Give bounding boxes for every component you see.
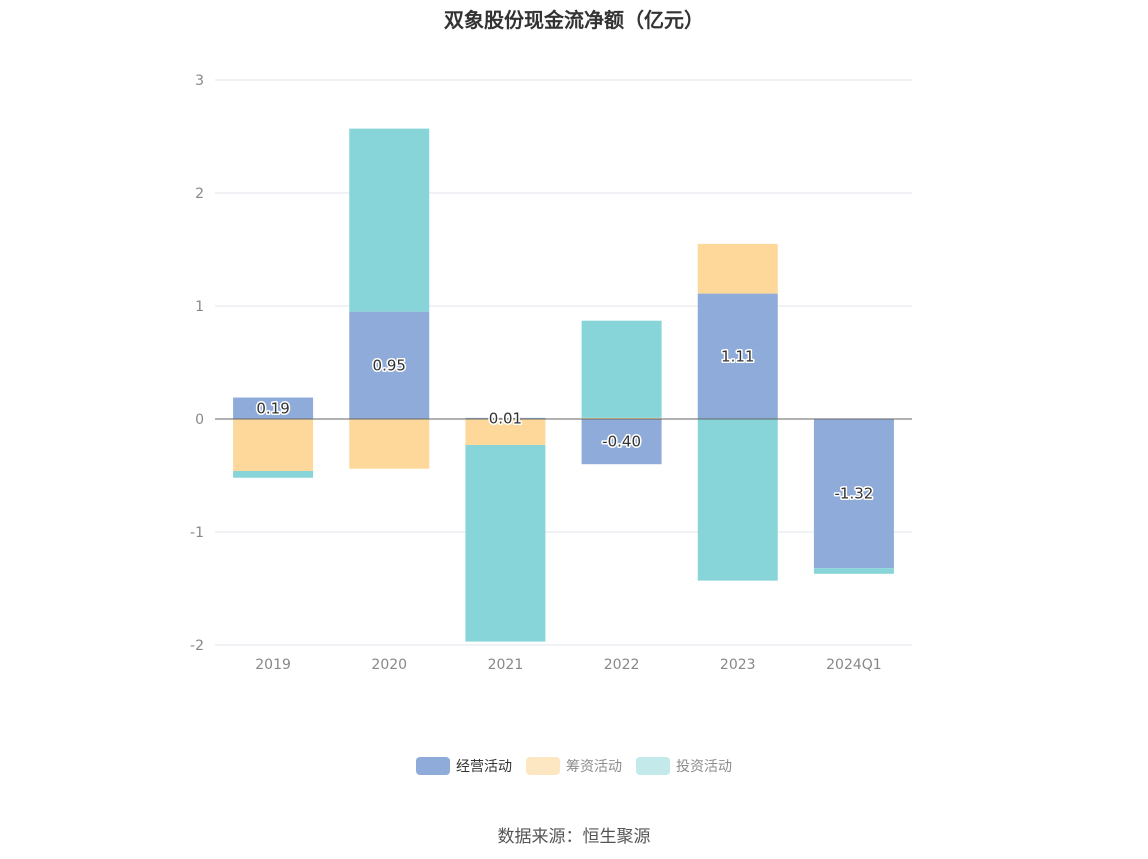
source-note: 数据来源：恒生聚源 [497,827,651,847]
legend-item-1[interactable]: 经营活动 [416,756,512,776]
bar-2-2020[interactable] [349,419,430,469]
bar-1-2021[interactable] [465,417,546,419]
y-tick-label: 3 [195,73,204,89]
y-tick-label: 2 [195,186,204,202]
bar-2-2021[interactable] [465,419,546,445]
bar-1-2023[interactable] [697,293,778,419]
legend-label: 投资活动 [676,759,732,775]
bar-3-2021[interactable] [465,444,546,642]
bar-2-2022[interactable] [581,417,662,419]
x-tick-label: 2022 [604,657,640,673]
chart-title: 双象股份现金流净额（亿元） [444,8,704,32]
legend-swatch [526,757,560,775]
y-tick-label: -2 [190,638,204,654]
data-label: -0.40 [602,433,641,451]
legend-item-3[interactable]: 投资活动 [636,756,732,776]
bar-3-2024Q1[interactable] [813,568,894,574]
legend-swatch [636,757,670,775]
x-tick-label: 2020 [371,657,407,673]
y-tick-label: 1 [195,299,204,315]
bar-2-2019[interactable] [233,419,314,471]
data-label: 1.11 [721,347,754,365]
legend-label: 筹资活动 [566,759,622,775]
y-tick-label: -1 [190,525,204,541]
bar-1-2022[interactable] [581,419,662,465]
data-label: 0.95 [373,356,406,374]
x-tick-label: 2023 [720,657,756,673]
legend: 经营活动 筹资活动 投资活动 [0,756,1148,776]
x-tick-label: 2019 [255,657,291,673]
data-label: -1.32 [835,485,874,503]
x-tick-label: 2021 [488,657,524,673]
bar-3-2019[interactable] [233,470,314,478]
legend-label: 经营活动 [456,759,512,775]
data-label: 0.01 [489,409,522,427]
bar-2-2023[interactable] [697,243,778,294]
data-label: 0.19 [256,399,289,417]
bar-1-2019[interactable] [233,397,314,419]
legend-item-2[interactable]: 筹资活动 [526,756,622,776]
y-tick-label: 0 [195,412,204,428]
bar-1-2024Q1[interactable] [813,419,894,569]
bar-3-2022[interactable] [581,320,662,418]
legend-swatch [416,757,450,775]
bar-3-2023[interactable] [697,419,778,581]
bar-1-2020[interactable] [349,311,430,419]
x-tick-label: 2024Q1 [826,657,882,673]
bar-3-2020[interactable] [349,128,430,312]
chart-area: 3 2 1 0 -1 -2 2019 2020 2021 2022 2023 2024Q1 0.19 0… [190,73,912,673]
